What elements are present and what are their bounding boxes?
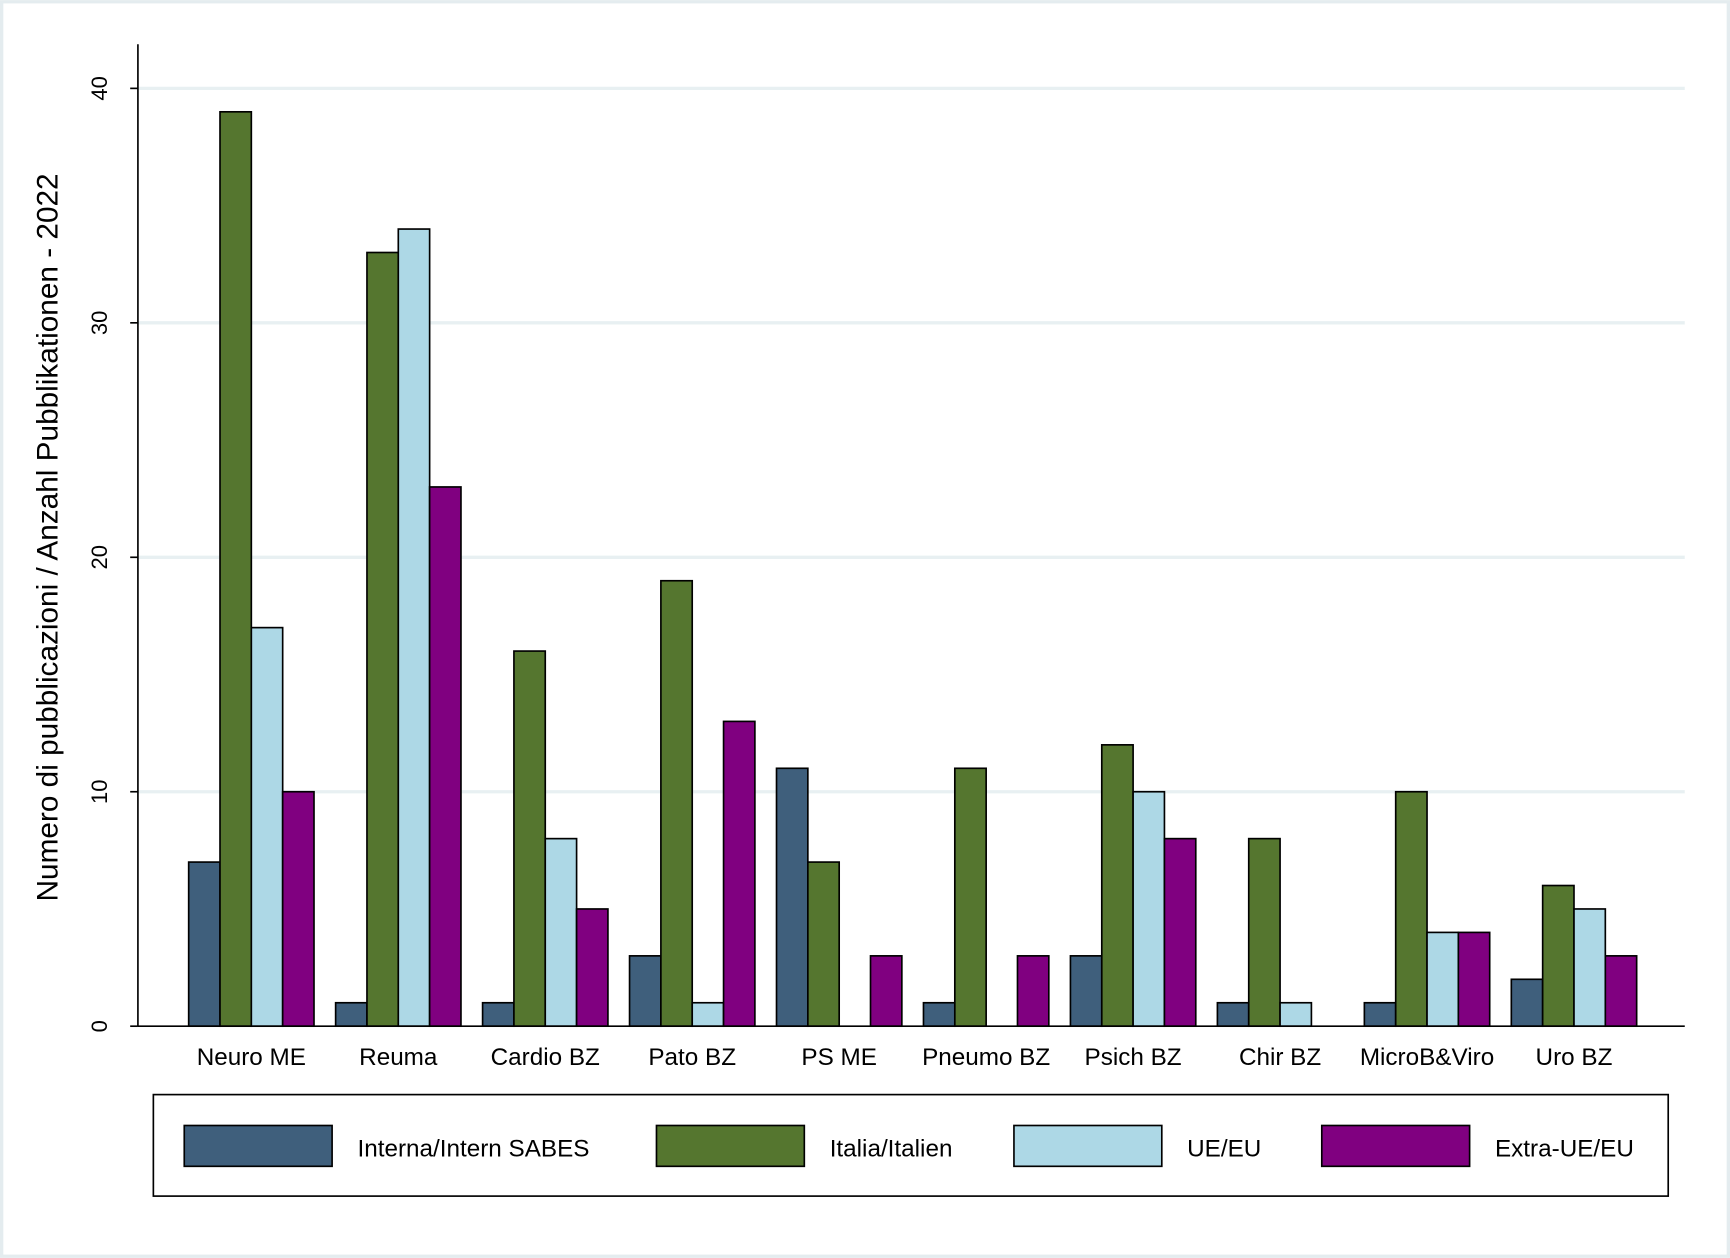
bar-ue-eu-reuma: [397, 228, 431, 1028]
x-tick-label: Neuro ME: [197, 1044, 306, 1071]
x-tick-label: Pneumo BZ: [922, 1044, 1050, 1071]
bar-ue-eu-microb-viro: [1426, 931, 1460, 1028]
bar-interna-intern-sabes-uro-bz: [1510, 978, 1544, 1028]
x-tick-label: Psich BZ: [1085, 1044, 1182, 1071]
bar-interna-intern-sabes-psich-bz: [1069, 955, 1103, 1028]
bar-italia-italien-psich-bz: [1100, 744, 1134, 1028]
y-tick-label: 20: [87, 545, 112, 570]
bar-italia-italien-ps-me: [807, 861, 841, 1028]
bar-interna-intern-sabes-cardio-bz: [481, 1001, 515, 1028]
x-tick-label: Cardio BZ: [491, 1044, 600, 1071]
bar-italia-italien-chir-bz: [1247, 837, 1281, 1028]
bar-italia-italien-cardio-bz: [513, 650, 547, 1028]
bar-ue-eu-chir-bz: [1279, 1001, 1313, 1028]
legend-label: Interna/Intern SABES: [357, 1135, 589, 1162]
legend-swatch: [1013, 1124, 1163, 1168]
x-tick-label: MicroB&Viro: [1360, 1044, 1494, 1071]
legend-label: Italia/Italien: [830, 1135, 953, 1162]
x-tick-label: Chir BZ: [1239, 1044, 1321, 1071]
y-axis-label: Numero di pubblicazioni / Anzahl Pubblik…: [31, 173, 64, 901]
bar-italia-italien-pato-bz: [660, 579, 694, 1028]
legend-label: Extra-UE/EU: [1495, 1135, 1634, 1162]
x-tick-label: PS ME: [801, 1044, 877, 1071]
bar-ue-eu-uro-bz: [1573, 908, 1607, 1028]
bar-interna-intern-sabes-pato-bz: [628, 955, 662, 1028]
bar-extra-ue-eu-ps-me: [869, 955, 903, 1028]
bar-extra-ue-eu-pneumo-bz: [1016, 955, 1050, 1028]
y-tick-label: 40: [87, 76, 112, 101]
bar-extra-ue-eu-neuro-me: [281, 790, 315, 1028]
bar-italia-italien-uro-bz: [1541, 884, 1575, 1028]
y-tick-label: 30: [87, 311, 112, 336]
bar-interna-intern-sabes-chir-bz: [1216, 1001, 1250, 1028]
bar-interna-intern-sabes-pneumo-bz: [922, 1001, 956, 1028]
bar-extra-ue-eu-microb-viro: [1457, 931, 1491, 1028]
legend-swatch: [655, 1124, 806, 1168]
bar-interna-intern-sabes-neuro-me: [187, 861, 221, 1028]
bar-ue-eu-psich-bz: [1132, 790, 1166, 1028]
legend-swatch: [183, 1124, 333, 1168]
legend-label: UE/EU: [1187, 1135, 1261, 1162]
x-tick-label: Pato BZ: [648, 1044, 736, 1071]
bar-interna-intern-sabes-reuma: [334, 1001, 368, 1028]
y-tick-label: 0: [87, 1020, 112, 1032]
bar-italia-italien-pneumo-bz: [953, 767, 987, 1028]
bar-ue-eu-cardio-bz: [544, 837, 578, 1028]
bar-italia-italien-microb-viro: [1394, 790, 1428, 1028]
x-tick-label: Reuma: [359, 1044, 438, 1071]
legend-swatch: [1320, 1124, 1471, 1168]
bar-extra-ue-eu-uro-bz: [1604, 955, 1638, 1028]
bar-interna-intern-sabes-ps-me: [775, 767, 809, 1028]
bar-italia-italien-neuro-me: [219, 110, 253, 1028]
bar-extra-ue-eu-reuma: [428, 486, 462, 1028]
y-tick-label: 10: [87, 779, 112, 804]
bar-extra-ue-eu-cardio-bz: [575, 908, 609, 1028]
bar-ue-eu-neuro-me: [250, 626, 284, 1028]
x-tick-label: Uro BZ: [1536, 1044, 1613, 1071]
bar-italia-italien-reuma: [366, 251, 400, 1028]
bar-interna-intern-sabes-microb-viro: [1363, 1001, 1397, 1028]
bar-extra-ue-eu-psich-bz: [1163, 837, 1197, 1028]
bar-extra-ue-eu-pato-bz: [722, 720, 756, 1028]
bar-ue-eu-pato-bz: [691, 1001, 725, 1028]
